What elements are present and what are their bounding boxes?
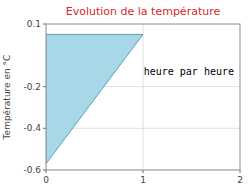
title: Evolution de la température bbox=[66, 5, 221, 18]
y-axis-label: Température en °C bbox=[2, 55, 12, 141]
tick-label-y: -0.6 bbox=[23, 165, 41, 175]
chart: 0 1 2 0.1 -0.2 -0.4 -0.6 heure par heure Evoluti… bbox=[0, 0, 250, 188]
grid bbox=[46, 24, 240, 170]
tick-label-x: 0 bbox=[43, 175, 49, 185]
tick-label-x: 2 bbox=[237, 175, 243, 185]
grid-line-x bbox=[143, 24, 144, 170]
triangle bbox=[46, 34, 143, 163]
plot-background bbox=[46, 24, 240, 170]
annotation: heure par heure bbox=[144, 66, 234, 77]
tick-label-y: 0.1 bbox=[27, 19, 41, 29]
grid-line-y bbox=[46, 128, 240, 129]
plot-area bbox=[46, 34, 143, 163]
tick-label-y: -0.4 bbox=[23, 123, 41, 133]
chart-container: 0 1 2 0.1 -0.2 -0.4 -0.6 heure par heure Evoluti… bbox=[0, 0, 250, 188]
tick-label-y: -0.2 bbox=[23, 82, 41, 92]
plot-frame bbox=[46, 24, 240, 170]
tick-label-x: 1 bbox=[140, 175, 146, 185]
